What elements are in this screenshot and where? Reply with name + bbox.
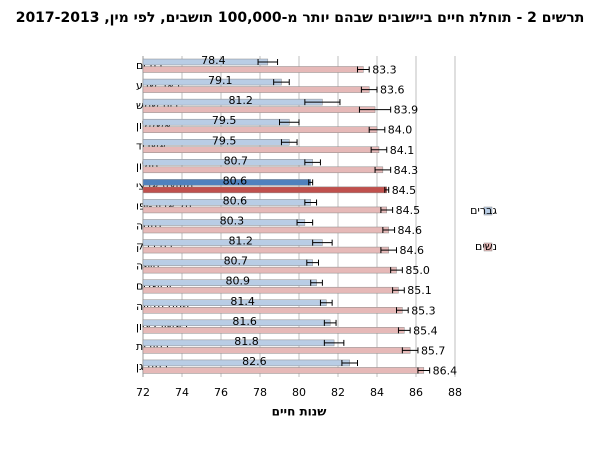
value-label: 84.5 — [392, 184, 417, 197]
bar — [142, 106, 376, 113]
bar — [142, 186, 387, 194]
x-tick-label: 88 — [448, 386, 462, 399]
value-label: 78.4 — [201, 54, 226, 67]
legend-swatch — [483, 242, 493, 252]
value-label: 85.0 — [405, 264, 430, 277]
error-bar — [396, 307, 409, 314]
x-tick-label: 72 — [136, 386, 150, 399]
error-bar — [384, 186, 390, 193]
error-bar — [273, 79, 290, 86]
bar — [142, 86, 370, 93]
value-label: 81.6 — [232, 315, 257, 328]
error-bar — [296, 219, 314, 226]
error-bar — [374, 166, 392, 173]
bar — [142, 126, 378, 133]
value-label: 79.5 — [212, 134, 237, 147]
value-label: 84.6 — [400, 244, 425, 257]
value-label: 83.9 — [394, 104, 419, 117]
x-tick-label: 78 — [253, 386, 267, 399]
bar — [142, 146, 380, 153]
bar — [142, 226, 389, 234]
x-tick-label: 80 — [292, 386, 306, 399]
bar — [142, 166, 384, 174]
legend-label: נשים — [475, 240, 497, 253]
bar — [142, 347, 411, 354]
error-bar — [360, 86, 378, 93]
error-bar — [279, 119, 300, 126]
error-bar — [308, 179, 314, 186]
bar — [142, 246, 389, 254]
error-bar — [304, 199, 318, 206]
error-bar — [357, 66, 370, 73]
error-bar — [368, 126, 386, 133]
error-bar — [358, 106, 392, 113]
error-bar — [304, 159, 321, 166]
value-label: 80.6 — [223, 194, 248, 207]
error-bar — [401, 347, 419, 354]
error-bar — [312, 239, 333, 246]
x-tick-label: 76 — [214, 386, 228, 399]
error-bar — [380, 247, 397, 254]
bar — [142, 327, 405, 334]
error-bar — [341, 359, 358, 366]
value-label: 80.7 — [224, 154, 249, 167]
x-tick-label: 84 — [370, 386, 384, 399]
error-bar — [397, 327, 411, 334]
bar — [142, 307, 403, 314]
value-label: 81.4 — [230, 295, 255, 308]
chart-title: תרשים 2 - תוחלת חיים ביישובים שבהם יותר … — [16, 10, 585, 26]
bar — [142, 367, 425, 374]
value-label: 80.3 — [220, 215, 245, 228]
value-label: 84.5 — [396, 204, 421, 217]
error-bar — [370, 146, 388, 153]
value-label: 84.1 — [390, 144, 415, 157]
value-label: 85.3 — [411, 304, 436, 317]
value-label: 83.3 — [372, 64, 397, 77]
bar — [142, 206, 387, 214]
error-bar — [417, 367, 431, 374]
error-bar — [306, 259, 319, 266]
value-label: 86.4 — [433, 364, 458, 377]
legend-swatch — [483, 206, 493, 216]
value-label: 83.6 — [380, 84, 405, 97]
error-bar — [319, 299, 333, 306]
error-bar — [304, 99, 341, 106]
value-label: 84.3 — [394, 164, 419, 177]
error-bar — [392, 287, 405, 294]
value-label: 80.9 — [226, 275, 251, 288]
error-bar — [257, 59, 279, 65]
value-label: 84.0 — [388, 124, 413, 137]
error-bar — [323, 339, 345, 346]
x-axis-label: שנות חיים — [272, 405, 327, 419]
error-bar — [390, 267, 403, 274]
value-label: 85.4 — [413, 324, 438, 337]
value-label: 79.1 — [208, 74, 233, 87]
value-label: 81.2 — [228, 94, 253, 107]
value-label: 81.2 — [228, 235, 253, 248]
value-label: 82.6 — [242, 355, 267, 368]
value-label: 80.7 — [224, 255, 249, 268]
value-label: 80.6 — [223, 174, 248, 187]
legend-label: גברים — [470, 204, 497, 217]
value-label: 84.6 — [398, 224, 423, 237]
value-label: 85.7 — [421, 344, 446, 357]
bar — [142, 66, 364, 73]
bar — [142, 286, 399, 294]
error-bar — [382, 227, 396, 233]
x-tick-label: 82 — [331, 386, 345, 399]
x-tick-label: 74 — [175, 386, 189, 399]
bar — [142, 266, 397, 274]
error-bar — [310, 279, 323, 286]
value-label: 81.8 — [234, 335, 259, 348]
error-bar — [323, 319, 337, 326]
x-tick-label: 86 — [409, 386, 423, 399]
value-label: 79.5 — [212, 114, 237, 127]
value-label: 85.1 — [407, 284, 432, 297]
error-bar — [380, 206, 394, 213]
error-bar — [280, 139, 298, 146]
